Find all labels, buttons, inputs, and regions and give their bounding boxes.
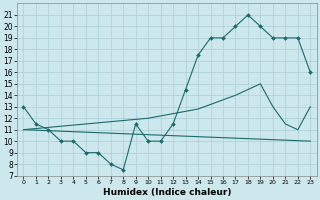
X-axis label: Humidex (Indice chaleur): Humidex (Indice chaleur) <box>103 188 231 197</box>
